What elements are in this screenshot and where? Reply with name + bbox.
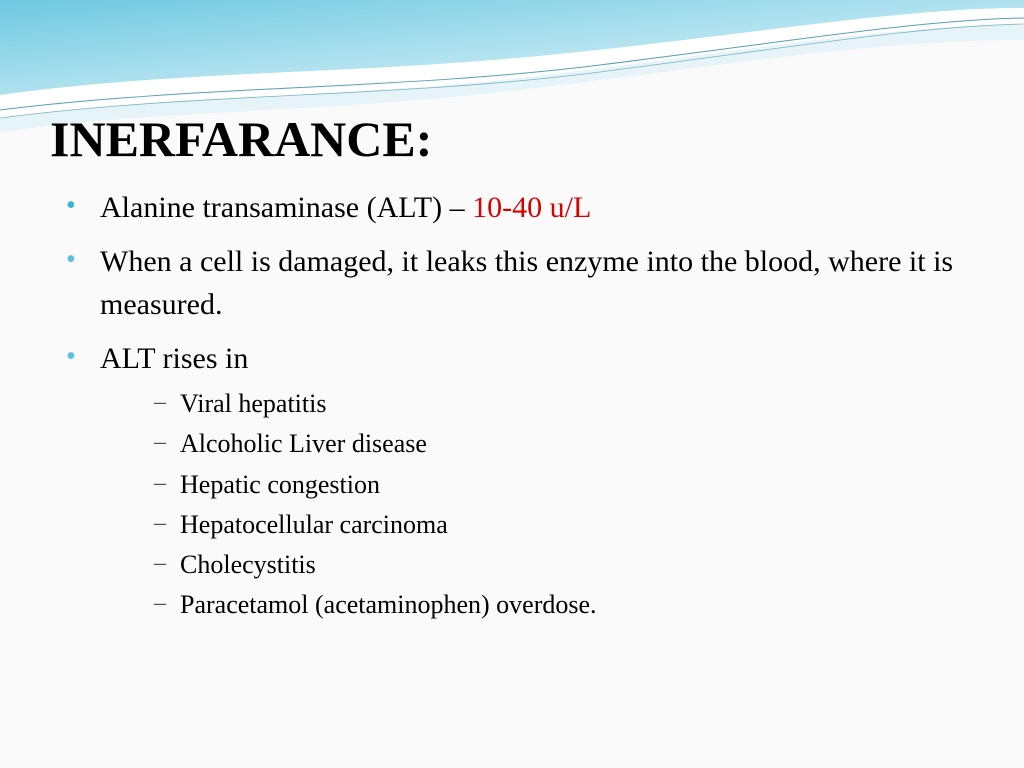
sub-bullet-item: Hepatic congestion bbox=[150, 465, 974, 505]
bullet-text: When a cell is damaged, it leaks this en… bbox=[100, 245, 953, 322]
bullet-item: When a cell is damaged, it leaks this en… bbox=[60, 240, 974, 327]
bullet-text-red: 10-40 u/L bbox=[472, 191, 591, 224]
sub-bullet-item: Viral hepatitis bbox=[150, 384, 974, 424]
sub-bullet-item: Paracetamol (acetaminophen) overdose. bbox=[150, 585, 974, 625]
bullet-item: ALT rises in Viral hepatitis Alcoholic L… bbox=[60, 337, 974, 626]
bullet-item: Alanine transaminase (ALT) – 10-40 u/L bbox=[60, 186, 974, 230]
sub-bullet-item: Hepatocellular carcinoma bbox=[150, 505, 974, 545]
sub-bullet-list: Viral hepatitis Alcoholic Liver disease … bbox=[100, 384, 974, 626]
bullet-list: Alanine transaminase (ALT) – 10-40 u/L W… bbox=[50, 186, 974, 626]
sub-bullet-item: Alcoholic Liver disease bbox=[150, 424, 974, 464]
bullet-text-prefix: Alanine transaminase (ALT) – bbox=[100, 191, 472, 224]
slide-content: INERFARANCE: Alanine transaminase (ALT) … bbox=[50, 110, 974, 636]
slide-title: INERFARANCE: bbox=[50, 110, 974, 168]
sub-bullet-item: Cholecystitis bbox=[150, 545, 974, 585]
bullet-text: ALT rises in bbox=[100, 342, 248, 375]
